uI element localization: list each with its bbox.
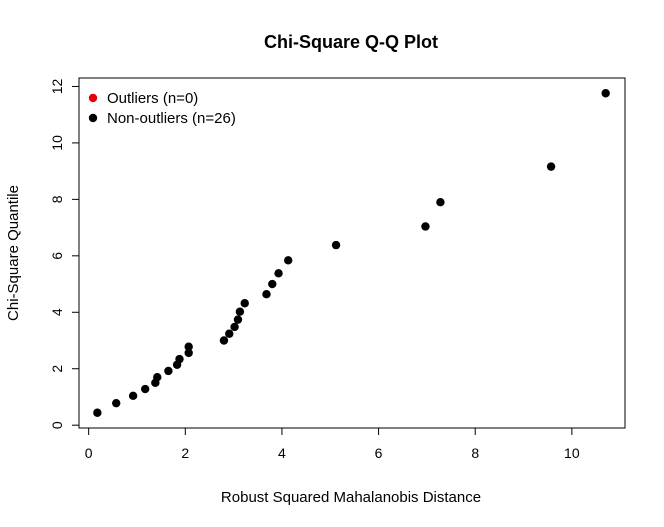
non-outlier-point (128, 391, 138, 401)
y-tick-label: 10 (49, 135, 65, 151)
x-tick-label: 4 (278, 445, 286, 461)
non-outlier-point (153, 372, 162, 382)
non-outlier-point (240, 299, 249, 308)
non-outlier-point (268, 279, 277, 289)
x-tick-label: 8 (471, 445, 479, 461)
non-outlier-point (235, 307, 245, 316)
data-points (93, 89, 610, 417)
y-tick-label: 12 (49, 78, 65, 94)
non-outlier-point (184, 342, 193, 351)
y-tick-label: 2 (49, 365, 65, 373)
non-outlier-point (284, 256, 293, 265)
x-tick-label: 0 (85, 445, 93, 461)
y-axis: 0 2 4 6 8 10 12 (49, 78, 80, 429)
non-outlier-point (601, 89, 610, 98)
legend-marker-outliers (88, 93, 98, 103)
non-outlier-point (230, 322, 239, 332)
x-tick-label: 2 (181, 445, 189, 461)
non-outlier-point (225, 329, 234, 338)
y-tick-label: 8 (49, 195, 65, 203)
y-tick-label: 6 (49, 252, 65, 260)
non-outlier-point (262, 290, 271, 299)
non-outlier-point (164, 366, 173, 376)
legend-label-outliers: Outliers (n=0) (107, 90, 198, 107)
legend-marker-non-outliers (88, 113, 98, 123)
non-outlier-point (175, 354, 184, 364)
non-outlier-point (274, 269, 283, 278)
non-outlier-point (140, 384, 150, 394)
chart-title: Chi-Square Q-Q Plot (264, 32, 438, 52)
y-tick-label: 0 (49, 421, 65, 429)
non-outlier-point (219, 336, 229, 345)
y-axis-label: Chi-Square Quantile (5, 185, 22, 321)
non-outlier-point (331, 240, 341, 250)
non-outlier-point (421, 222, 430, 231)
x-tick-label: 6 (375, 445, 383, 461)
non-outlier-point (93, 408, 102, 417)
non-outlier-point (436, 197, 445, 207)
legend-label-non-outliers: Non-outliers (n=26) (107, 110, 236, 127)
non-outlier-point (112, 398, 121, 408)
y-tick-label: 4 (49, 308, 65, 316)
x-axis: 0 2 4 6 8 10 (85, 427, 580, 461)
non-outlier-point (546, 162, 556, 171)
non-outlier-point (233, 315, 243, 324)
legend: Outliers (n=0) Non-outliers (n=26) (88, 90, 236, 127)
x-axis-label: Robust Squared Mahalanobis Distance (221, 489, 481, 506)
non-outlier-point (184, 348, 193, 358)
x-tick-label: 10 (564, 445, 580, 461)
